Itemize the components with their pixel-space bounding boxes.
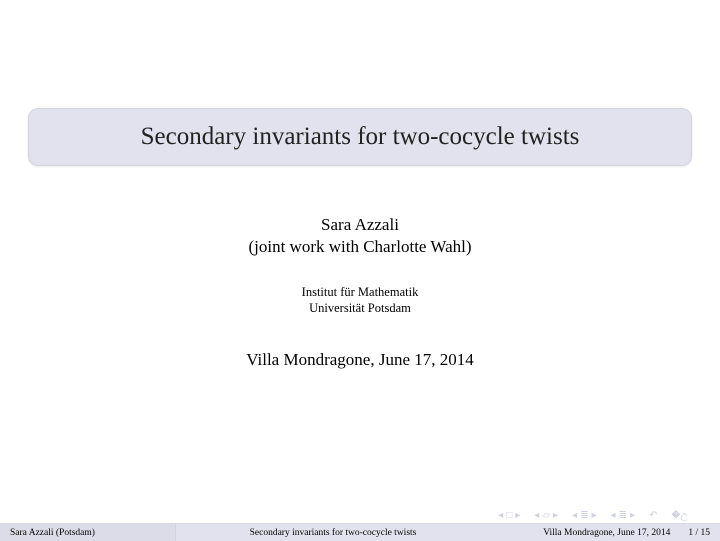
nav-controls: ◂ □ ▸ ◂ ▱ ▸ ◂ ≣ ▸ ◂ ≣ ▸ ↶ �උ <box>498 511 688 521</box>
triangle-left-icon: ◂ <box>534 511 539 521</box>
footer-title: Secondary invariants for two-cocycle twi… <box>176 524 490 541</box>
footer-date: Villa Mondragone, June 17, 2014 <box>543 528 670 538</box>
nav-frame-prev-next[interactable]: ◂ ≣ ▸ <box>572 511 596 521</box>
bar-icon: ≣ <box>619 511 627 521</box>
bar-icon: ≣ <box>580 511 588 521</box>
doc-icon: ▱ <box>542 511 550 521</box>
triangle-left-icon: ◂ <box>611 511 616 521</box>
institute-line1: Institut für Mathematik <box>0 285 720 300</box>
nav-section-prev-next[interactable]: ◂ □ ▸ <box>498 511 520 521</box>
triangle-right-icon: ▸ <box>515 511 520 521</box>
slide: Secondary invariants for two-cocycle twi… <box>0 0 720 541</box>
back-icon[interactable]: ↶ <box>649 511 657 521</box>
square-icon: □ <box>506 511 512 521</box>
footer-page-number: 1 / 15 <box>688 528 710 538</box>
search-icon[interactable]: �උ <box>671 511 688 521</box>
footer-author: Sara Azzali (Potsdam) <box>0 524 176 541</box>
nav-subsection-prev-next[interactable]: ◂ ▱ ▸ <box>534 511 558 521</box>
title-box: Secondary invariants for two-cocycle twi… <box>28 108 692 166</box>
venue-block: Villa Mondragone, June 17, 2014 <box>0 350 720 370</box>
venue-text: Villa Mondragone, June 17, 2014 <box>0 350 720 370</box>
triangle-left-icon: ◂ <box>498 511 503 521</box>
nav-slide-prev-next[interactable]: ◂ ≣ ▸ <box>611 511 635 521</box>
institute-line2: Universität Potsdam <box>0 301 720 316</box>
footer: Sara Azzali (Potsdam) Secondary invarian… <box>0 523 720 541</box>
author-name: Sara Azzali <box>0 215 720 235</box>
slide-title: Secondary invariants for two-cocycle twi… <box>49 123 671 151</box>
institute-block: Institut für Mathematik Universität Pots… <box>0 285 720 316</box>
triangle-left-icon: ◂ <box>572 511 577 521</box>
footer-right: Villa Mondragone, June 17, 2014 1 / 15 <box>490 524 720 541</box>
author-joint: (joint work with Charlotte Wahl) <box>0 237 720 257</box>
triangle-right-icon: ▸ <box>591 511 596 521</box>
author-block: Sara Azzali (joint work with Charlotte W… <box>0 215 720 257</box>
triangle-right-icon: ▸ <box>553 511 558 521</box>
triangle-right-icon: ▸ <box>630 511 635 521</box>
